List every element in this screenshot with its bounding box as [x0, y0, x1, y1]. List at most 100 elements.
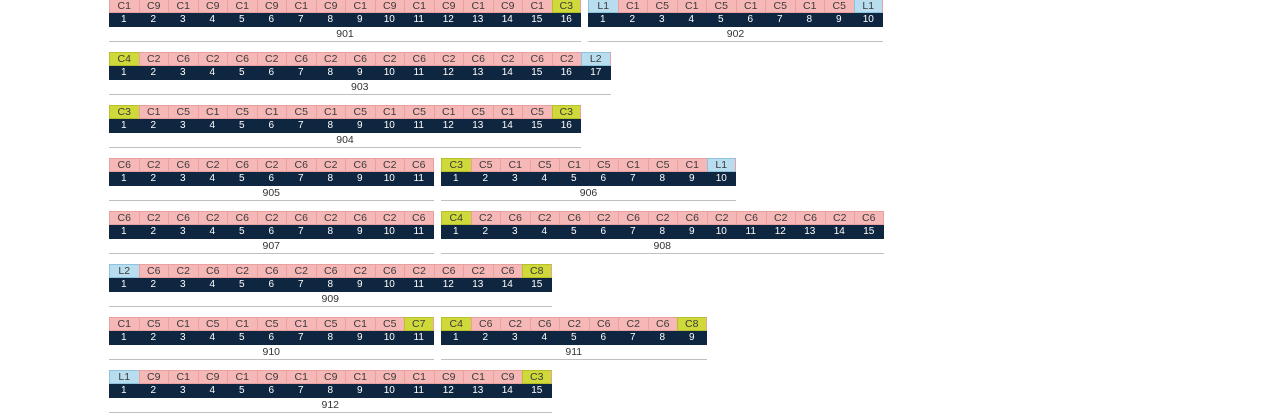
code-cell: C1 — [794, 0, 824, 13]
group-label: 910 — [109, 345, 434, 360]
code-cell: C2 — [492, 52, 522, 66]
code-cell: C1 — [433, 105, 463, 119]
code-cell: C1 — [227, 317, 257, 331]
group-902: L1 C1 C5 C1 C5 C1 C5 C1 C5 L1 1 2 3 4 5 6 7 8 9 10 902 — [588, 0, 883, 42]
number-cell: 2 — [138, 119, 168, 133]
number-cell: 8 — [647, 331, 677, 345]
code-cell: C1 — [522, 0, 552, 13]
number-cell: 1 — [109, 278, 139, 292]
number-cell: 4 — [676, 13, 706, 27]
code-cell: C2 — [315, 158, 345, 172]
code-cell: C3 — [551, 105, 581, 119]
group-label: 909 — [109, 292, 552, 307]
group-904: C3 C1 C5 C1 C5 C1 C5 C1 C5 C1 C5 C1 C5 C1 C5 C3 1 2 3 4 5 6 7 8… — [109, 105, 581, 148]
number-cell: 12 — [433, 278, 463, 292]
code-cell: C2 — [463, 264, 493, 278]
number-cell: 2 — [138, 384, 168, 398]
number-cell: 8 — [315, 278, 345, 292]
code-cell: C2 — [227, 264, 257, 278]
code-cell: C5 — [345, 105, 375, 119]
code-cell: C9 — [374, 370, 404, 384]
code-row: L1 C9 C1 C9 C1 C9 C1 C9 C1 C9 C1 C9 C1 C9 C3 — [109, 370, 552, 384]
group-911: C4 C6 C2 C6 C2 C6 C2 C6 C8 1 2 3 4 5 6 7 8 9 911 — [441, 317, 707, 360]
code-cell: C2 — [197, 211, 227, 225]
group-901: C1 C9 C1 C9 C1 C9 C1 C9 C1 C9 C1 C9 C1 C9 C1 C3 1 2 3 4 5 6 7 8… — [109, 0, 581, 42]
code-cell: C6 — [618, 211, 648, 225]
number-cell: 5 — [227, 119, 257, 133]
number-cell: 10 — [374, 225, 404, 239]
number-cell: 10 — [374, 13, 404, 27]
code-cell: C5 — [138, 317, 168, 331]
number-cell: 2 — [138, 225, 168, 239]
code-cell: C6 — [736, 211, 766, 225]
code-cell: C9 — [256, 370, 286, 384]
number-row: 1 2 3 4 5 6 7 8 9 10 11 12 13 14 15 16 17 — [109, 66, 611, 80]
number-cell: 16 — [551, 66, 581, 80]
number-cell: 12 — [433, 66, 463, 80]
number-cell: 11 — [404, 66, 434, 80]
code-cell: C5 — [168, 105, 198, 119]
code-cell: C1 — [559, 158, 589, 172]
code-cell: C6 — [345, 211, 375, 225]
code-cell: C6 — [168, 211, 198, 225]
code-cell: C2 — [286, 264, 316, 278]
code-row: L1 C1 C5 C1 C5 C1 C5 C1 C5 L1 — [588, 0, 883, 13]
number-cell: 3 — [168, 384, 198, 398]
number-cell: 3 — [500, 331, 530, 345]
number-cell: 9 — [345, 225, 375, 239]
code-cell: C6 — [109, 158, 139, 172]
number-cell: 3 — [168, 331, 198, 345]
code-cell: C5 — [197, 317, 227, 331]
code-cell: C1 — [168, 0, 198, 13]
number-cell: 6 — [256, 172, 286, 186]
number-cell: 7 — [286, 331, 316, 345]
code-cell: C2 — [551, 52, 581, 66]
code-cell: C2 — [256, 158, 286, 172]
number-cell: 6 — [256, 13, 286, 27]
number-cell: 10 — [706, 172, 736, 186]
number-cell: 11 — [404, 384, 434, 398]
code-cell: C9 — [256, 0, 286, 13]
number-cell: 11 — [404, 225, 434, 239]
number-cell: 9 — [345, 384, 375, 398]
code-cell: C6 — [404, 52, 434, 66]
number-row: 1 2 3 4 5 6 7 8 9 10 11 12 13 14 15 — [109, 384, 552, 398]
number-cell: 11 — [404, 278, 434, 292]
number-cell: 4 — [197, 119, 227, 133]
number-cell: 2 — [470, 331, 500, 345]
number-cell: 5 — [227, 331, 257, 345]
code-cell: C6 — [492, 264, 522, 278]
number-cell: 5 — [706, 13, 736, 27]
code-cell: C2 — [345, 264, 375, 278]
code-cell: C2 — [138, 52, 168, 66]
number-cell: 14 — [492, 13, 522, 27]
code-cell: C5 — [404, 105, 434, 119]
number-cell: 1 — [441, 331, 471, 345]
number-cell: 8 — [794, 13, 824, 27]
number-cell: 7 — [286, 66, 316, 80]
code-cell: C3 — [441, 158, 471, 172]
code-cell: C2 — [618, 317, 648, 331]
code-cell: C1 — [463, 0, 493, 13]
number-cell: 8 — [315, 13, 345, 27]
code-cell: C6 — [286, 211, 316, 225]
number-cell: 10 — [374, 119, 404, 133]
code-cell: C6 — [588, 317, 618, 331]
code-cell: C1 — [345, 317, 375, 331]
code-cell: C5 — [706, 0, 736, 13]
code-cell: C4 — [441, 211, 471, 225]
number-cell: 2 — [138, 331, 168, 345]
code-cell: C9 — [138, 370, 168, 384]
code-cell: C6 — [795, 211, 825, 225]
group-909: L2 C6 C2 C6 C2 C6 C2 C6 C2 C6 C2 C6 C2 C6 C8 1 2 3 4 5 6 7 8 9 1… — [109, 264, 552, 307]
number-cell: 11 — [404, 172, 434, 186]
number-cell: 15 — [522, 66, 552, 80]
code-cell: C1 — [345, 0, 375, 13]
code-cell: C1 — [617, 0, 647, 13]
code-cell: C9 — [197, 370, 227, 384]
code-cell: C1 — [109, 0, 139, 13]
number-cell: 1 — [588, 13, 618, 27]
code-cell: C1 — [676, 0, 706, 13]
number-cell: 7 — [618, 172, 648, 186]
code-cell: C9 — [492, 370, 522, 384]
